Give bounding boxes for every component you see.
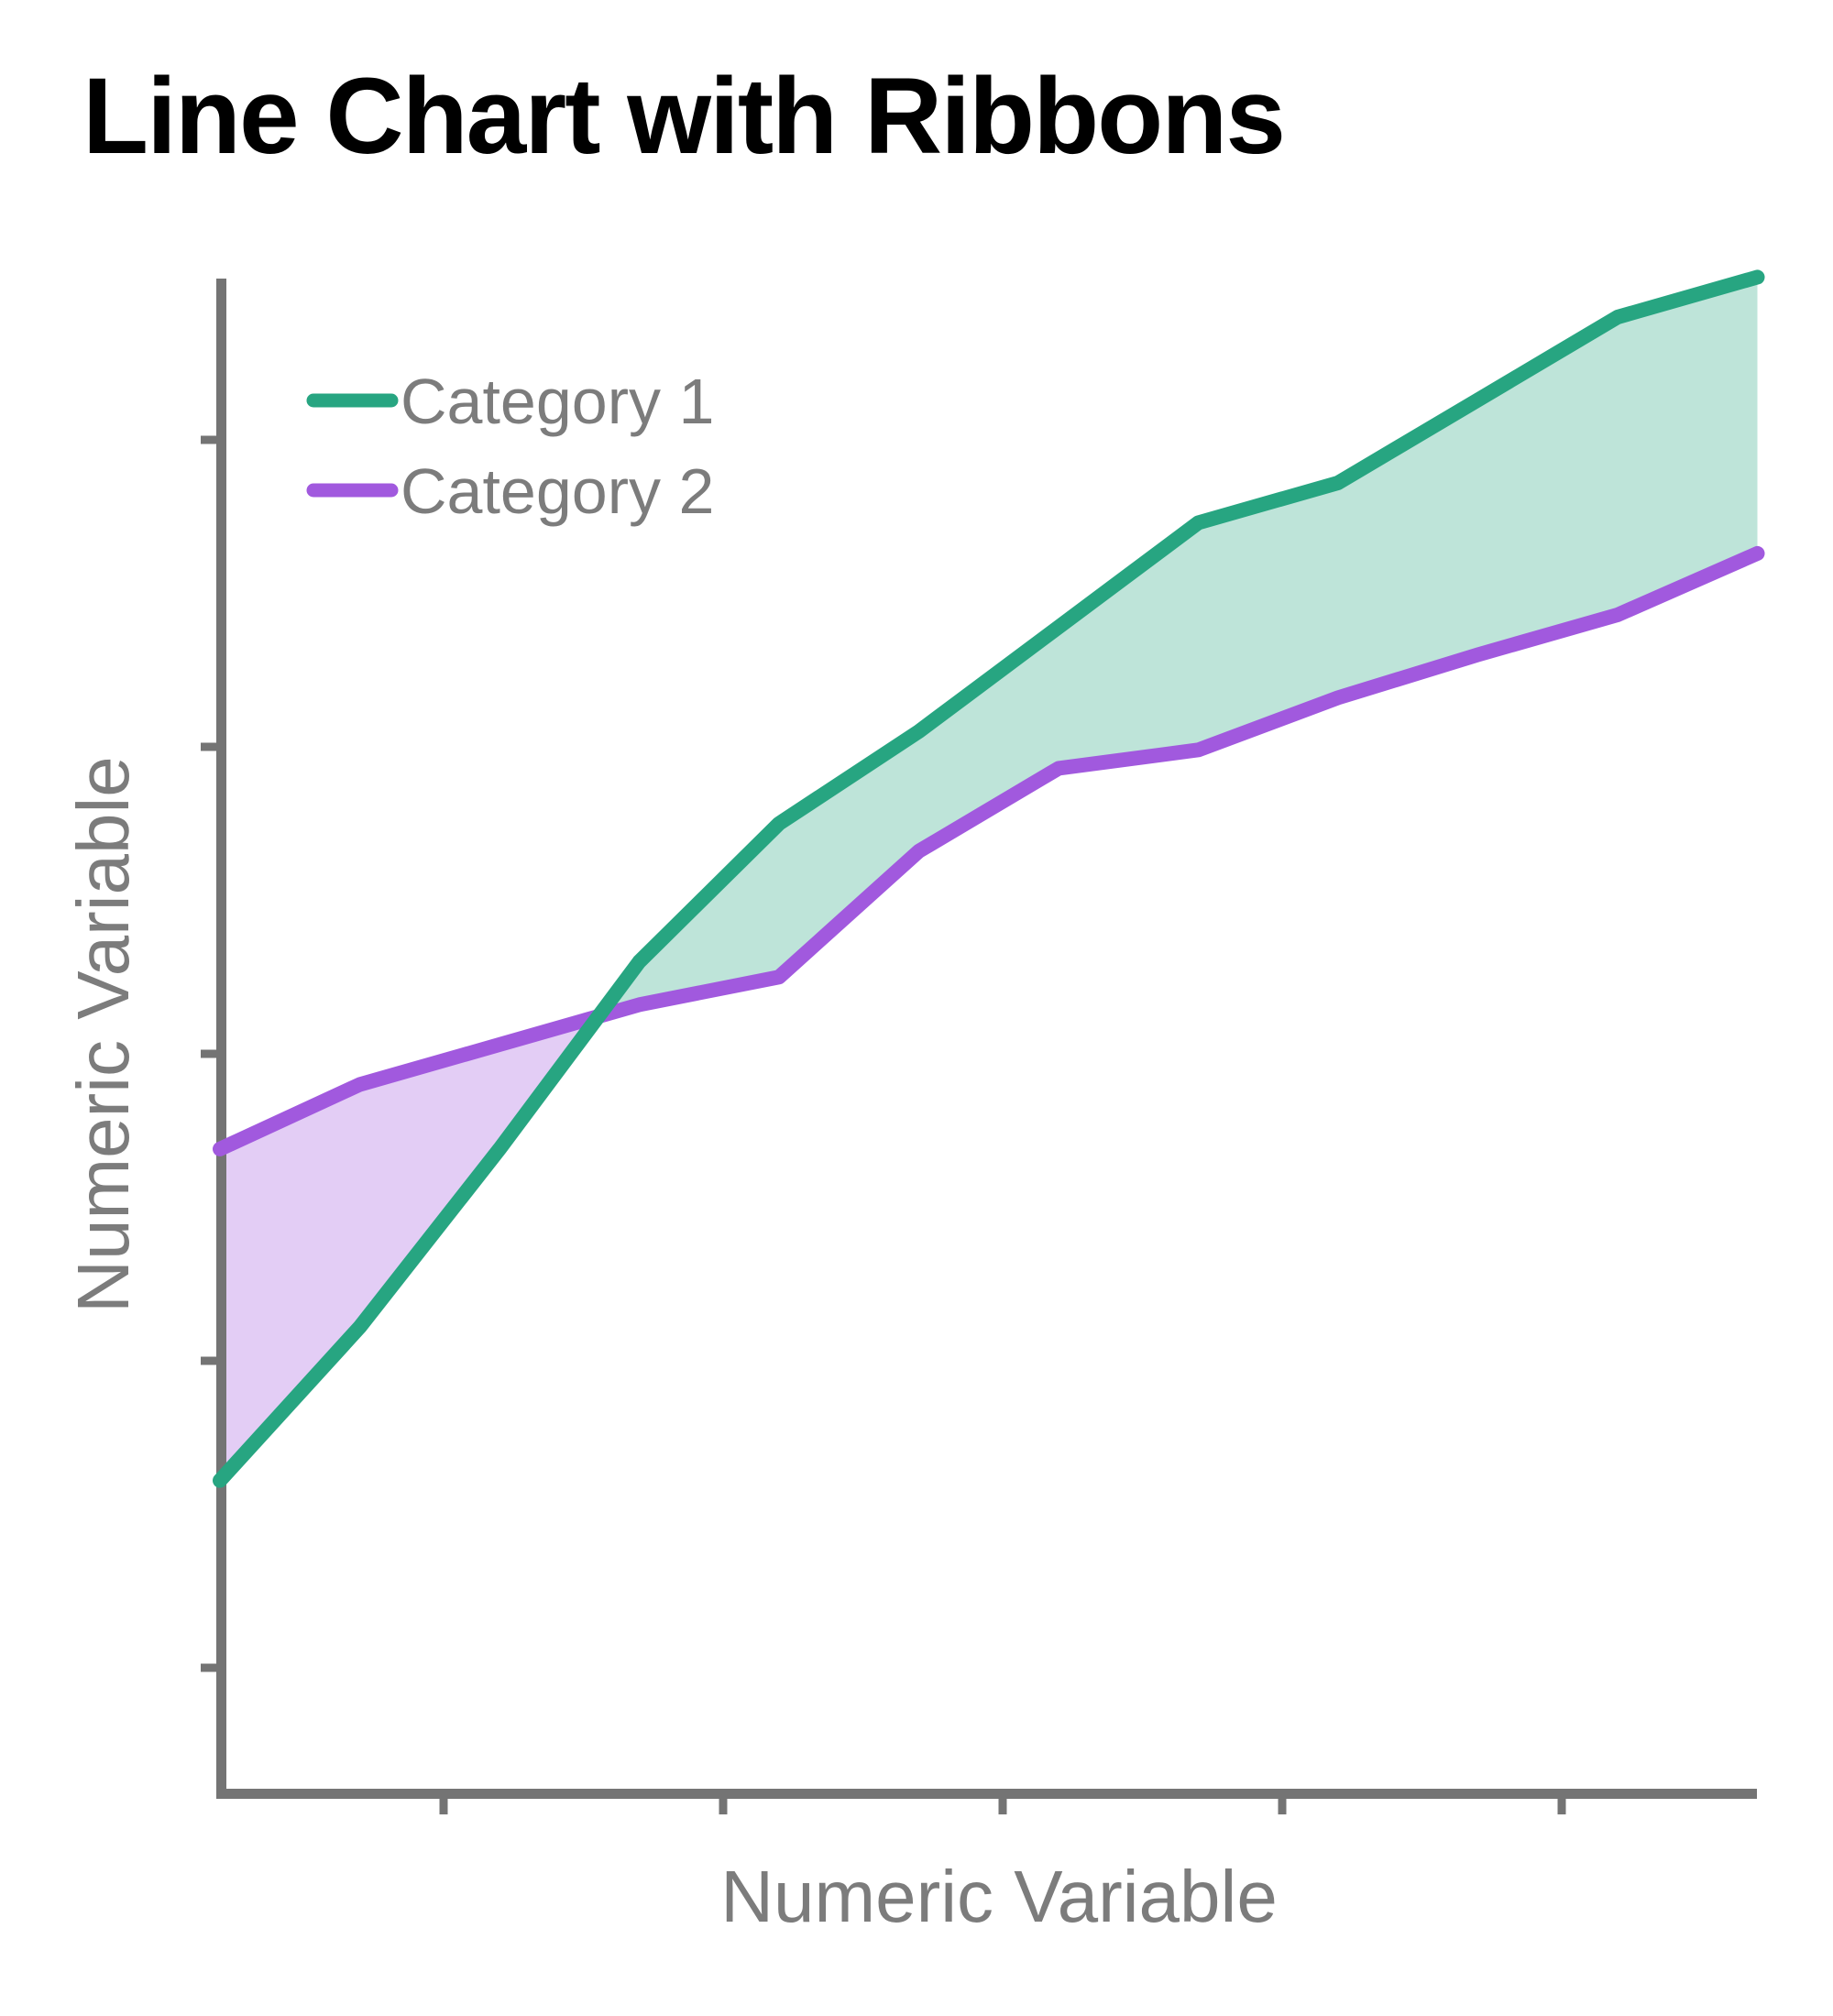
x-axis-label: Numeric Variable (720, 1856, 1278, 1937)
y-tick (201, 1356, 216, 1365)
x-tick (719, 1799, 728, 1814)
chart-title: Line Chart with Ribbons (82, 56, 1284, 177)
line-category-1 (213, 269, 1765, 1488)
legend-label-category-2: Category 2 (401, 455, 714, 527)
ribbon-category-1 (598, 277, 1758, 1017)
y-axis-label: Numeric Variable (62, 756, 144, 1313)
y-tick (201, 1663, 216, 1672)
x-tick (998, 1799, 1007, 1814)
x-tick (439, 1799, 448, 1814)
legend-label-category-1: Category 1 (401, 366, 714, 437)
x-tick (1557, 1799, 1566, 1814)
x-axis-line (216, 1789, 1757, 1799)
axis-ticks (201, 435, 1566, 1814)
y-tick (201, 435, 216, 444)
y-tick (201, 1049, 216, 1058)
x-tick (1278, 1799, 1287, 1814)
line-category-2 (213, 545, 1765, 1156)
y-axis-line (216, 279, 226, 1799)
series-line-layer (213, 269, 1765, 1488)
y-tick (201, 742, 216, 751)
legend: Category 1 Category 2 (306, 366, 714, 527)
